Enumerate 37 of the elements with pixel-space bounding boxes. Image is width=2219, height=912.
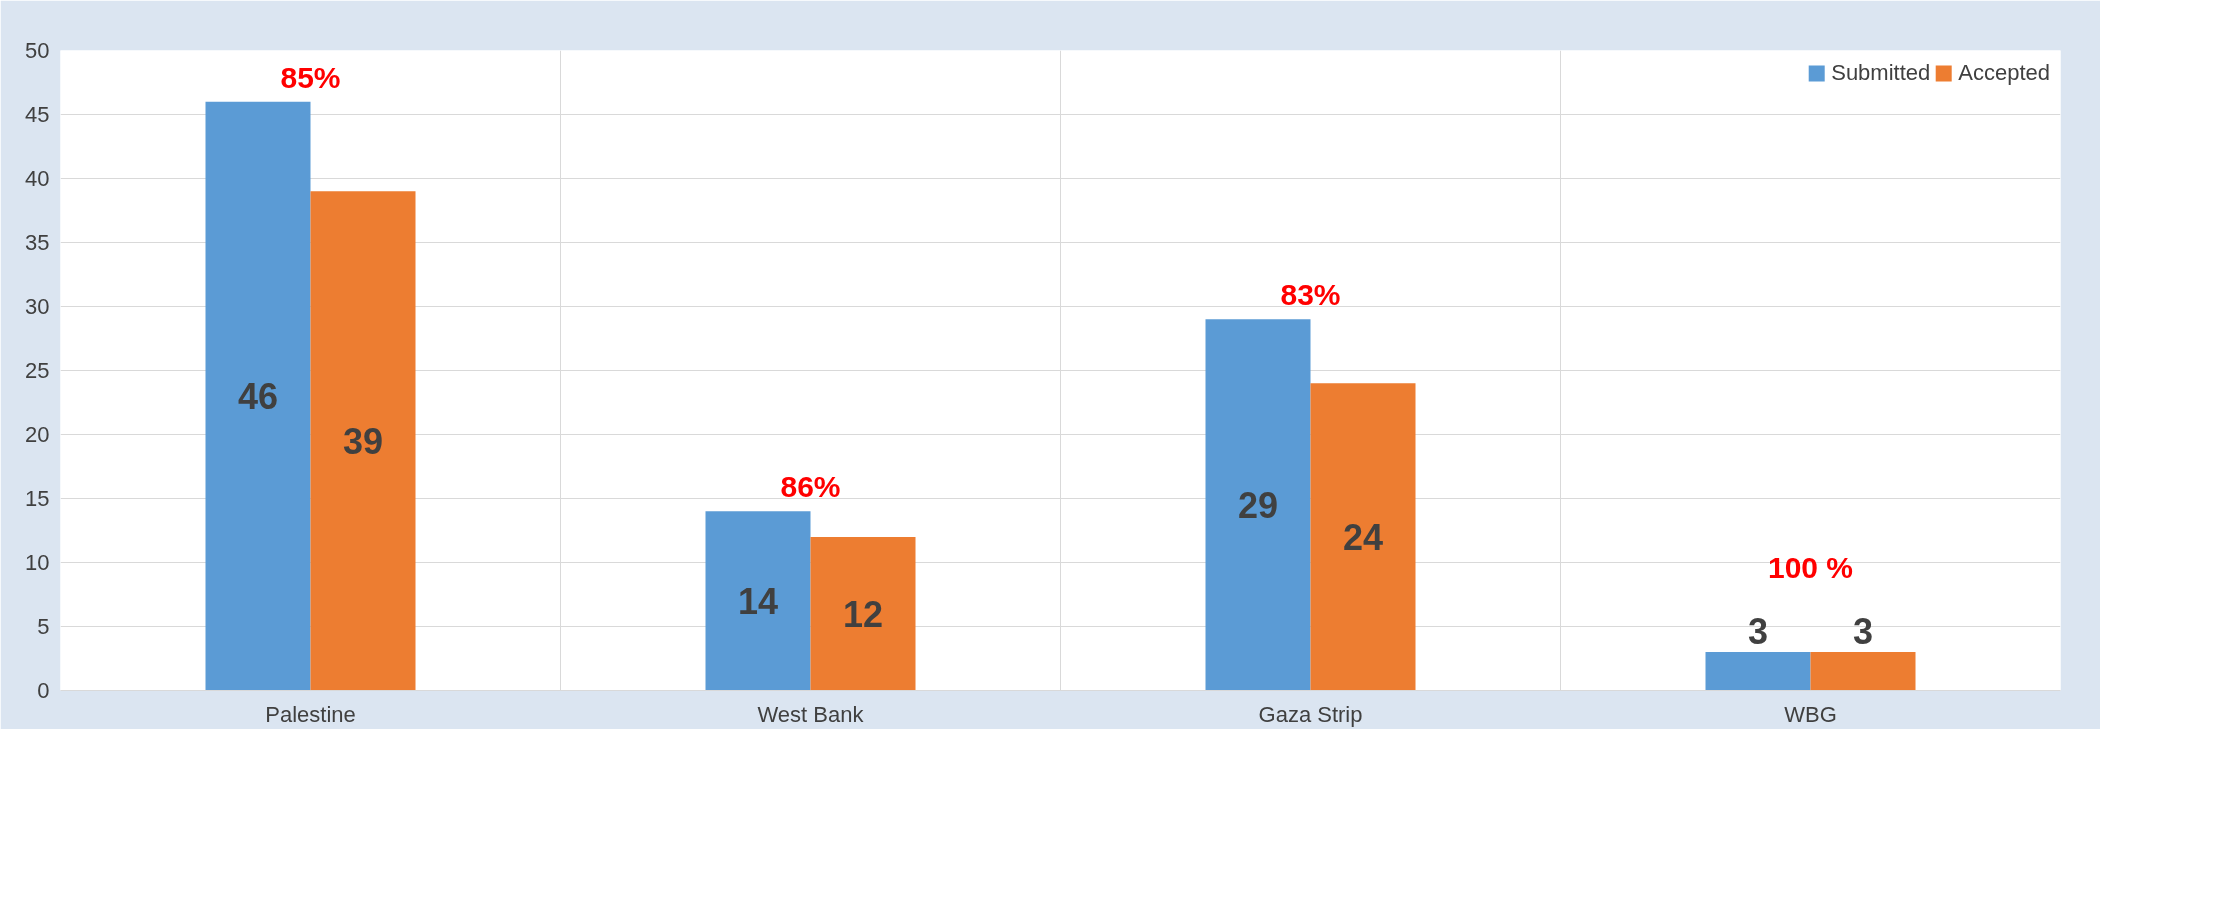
bar [310, 191, 416, 691]
y-tick-label: 15 [25, 486, 50, 511]
y-tick-label: 45 [25, 102, 50, 127]
bar [1810, 652, 1916, 691]
y-tick-label: 0 [37, 678, 50, 703]
data-label: 3 [1852, 611, 1874, 653]
y-tick-label: 20 [25, 422, 50, 447]
y-tick-label: 50 [25, 38, 50, 63]
annotation: 86% [780, 470, 841, 504]
data-label: 12 [842, 593, 884, 635]
y-tick-label: 5 [37, 614, 50, 639]
bar [1705, 652, 1811, 691]
bar [705, 511, 811, 691]
x-tick-label: West Bank [757, 701, 865, 727]
bar [1310, 383, 1416, 691]
x-tick-label: Gaza Strip [1258, 701, 1363, 727]
y-tick-label: 25 [25, 358, 50, 383]
y-tick-label: 10 [25, 550, 50, 575]
y-tick-label: 40 [25, 166, 50, 191]
data-label: 3 [1747, 611, 1769, 653]
annotation: 83% [1280, 278, 1341, 312]
annotation: 100 % [1767, 551, 1854, 585]
legend-label: Submitted [1831, 60, 1931, 86]
data-label: 14 [737, 580, 779, 622]
annotation: 85% [280, 60, 341, 94]
bar [1205, 319, 1311, 691]
data-label: 39 [342, 420, 384, 462]
y-tick-label: 30 [25, 294, 50, 319]
bar [810, 536, 916, 691]
data-label: 29 [1237, 484, 1279, 526]
bar [205, 101, 311, 691]
x-tick-label: WBG [1784, 701, 1837, 727]
x-tick-label: Palestine [265, 701, 356, 727]
legend-label: Accepted [1958, 60, 2050, 86]
data-label: 46 [237, 376, 279, 418]
data-label: 24 [1342, 516, 1384, 558]
y-tick-label: 35 [25, 230, 50, 255]
